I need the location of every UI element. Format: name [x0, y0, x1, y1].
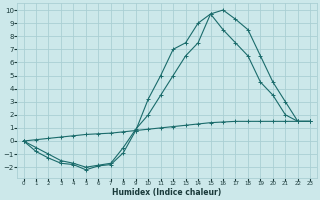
X-axis label: Humidex (Indice chaleur): Humidex (Indice chaleur)	[112, 188, 221, 197]
